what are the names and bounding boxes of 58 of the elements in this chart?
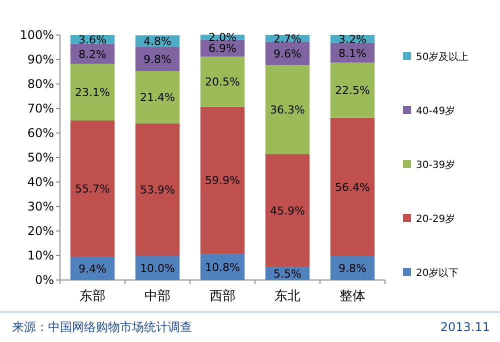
y-tick-label: 70% (27, 102, 54, 116)
data-label: 36.3% (270, 104, 305, 117)
data-label: 9.8% (338, 262, 366, 275)
bar (200, 56, 245, 107)
y-tick-label: 90% (27, 52, 54, 66)
legend-label: 50岁及以上 (416, 51, 469, 63)
data-label: 56.4% (335, 180, 370, 194)
x-tick-label: 西部 (210, 289, 236, 304)
data-label: 6.9% (208, 42, 236, 56)
bar (135, 71, 180, 124)
data-label: 22.5% (335, 84, 370, 98)
y-tick-label: 100% (20, 28, 54, 42)
data-label: 5.5% (274, 267, 302, 280)
data-label: 23.1% (75, 86, 110, 100)
y-tick-label: 50% (27, 150, 54, 164)
y-tick-label: 80% (27, 77, 54, 91)
data-label: 3.2% (338, 32, 366, 46)
data-label: 2.7% (274, 32, 302, 46)
text: 2013.11 (440, 320, 490, 334)
y-tick-label: 20% (27, 224, 54, 238)
data-label: 9.4% (78, 262, 106, 276)
legend-label: 20岁以下 (416, 267, 459, 279)
y-tick-label: 10% (27, 248, 54, 262)
y-tick-label: 60% (27, 126, 54, 140)
data-label: 53.9% (140, 183, 175, 196)
data-label: 8.1% (338, 46, 366, 60)
legend-label: 20-29岁 (416, 213, 456, 225)
data-label: 10.8% (205, 260, 240, 274)
bar (135, 123, 180, 256)
bar (70, 120, 115, 257)
data-label: 10.0% (140, 262, 175, 275)
bar (70, 64, 115, 121)
bar (330, 62, 375, 118)
legend-label: 40-49岁 (416, 105, 456, 117)
y-tick-label: 0% (34, 273, 54, 287)
x-tick-label: 东北 (274, 289, 300, 304)
x-tick-label: 整体 (340, 289, 366, 304)
data-label: 3.6% (78, 33, 106, 46)
y-tick-label: 30% (27, 200, 54, 214)
data-label: 2.0% (208, 31, 236, 44)
source-note: 来源：中国网络购物市场统计调查 (12, 320, 192, 334)
bar (200, 106, 245, 254)
legend-label: 30-39岁 (416, 159, 456, 171)
data-label: 9.8% (144, 53, 172, 66)
bar (265, 65, 310, 154)
data-label: 8.2% (78, 48, 106, 61)
data-label: 4.8% (144, 35, 172, 48)
x-tick-label: 东部 (80, 289, 106, 304)
y-tick-label: 40% (27, 175, 54, 189)
data-label: 45.9% (270, 204, 305, 218)
data-label: 20.5% (205, 76, 240, 89)
data-label: 55.7% (75, 182, 110, 196)
x-tick-label: 中部 (144, 289, 170, 304)
data-label: 9.6% (274, 47, 302, 60)
data-label: 59.9% (205, 174, 240, 188)
bar (330, 118, 375, 256)
bar (265, 154, 310, 267)
data-label: 21.4% (140, 91, 175, 104)
